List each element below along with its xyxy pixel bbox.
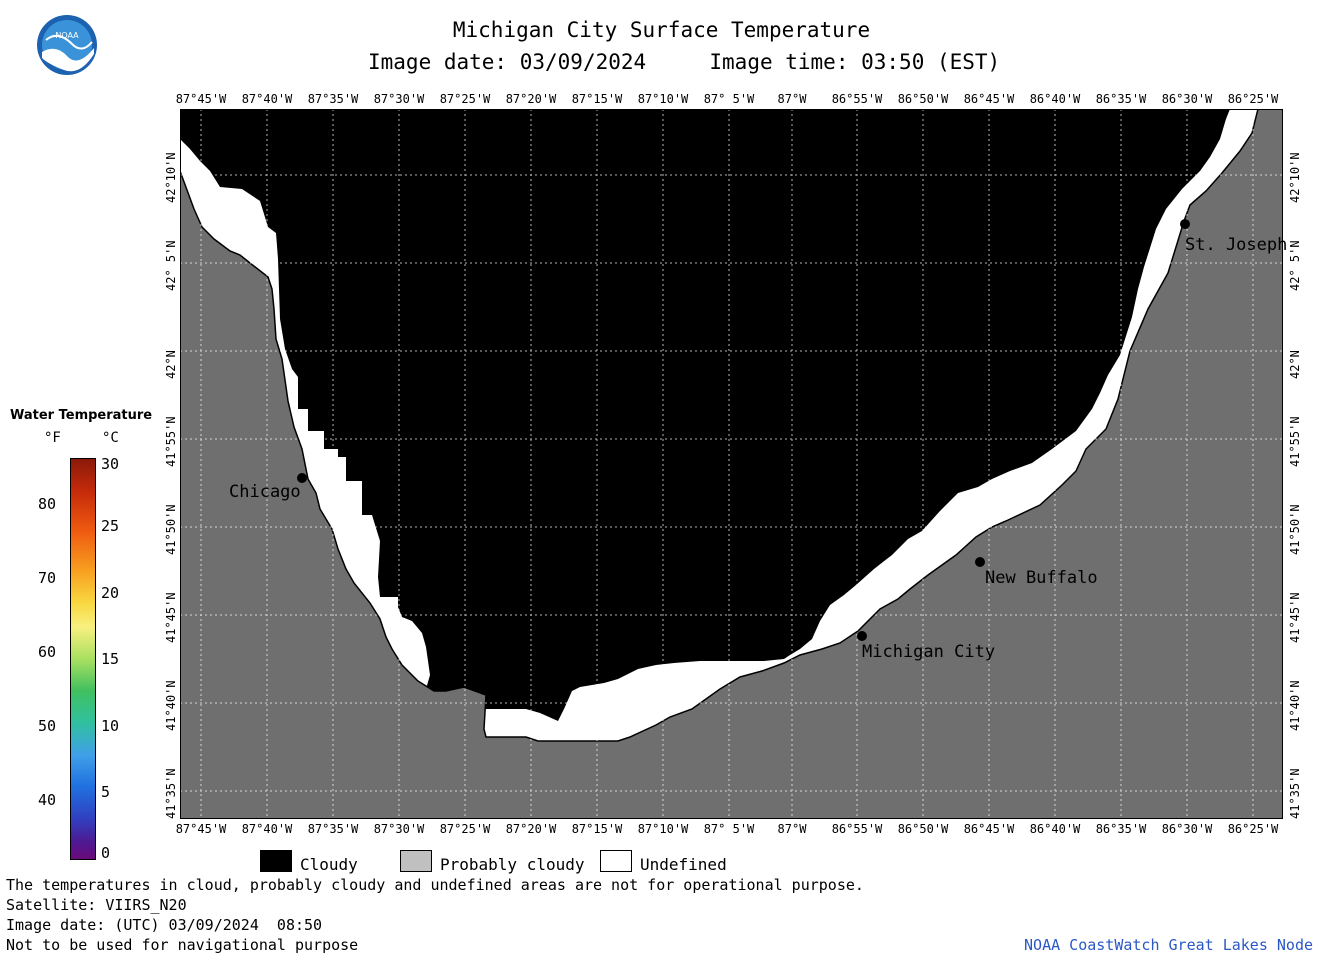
right-lat-label: 42°10'N [1288, 152, 1302, 203]
label-new-buffalo: New Buffalo [985, 568, 1098, 588]
new-buffalo-marker [975, 557, 985, 567]
fahrenheit-tick: 50 [38, 717, 57, 735]
right-lat-label: 41°40'N [1288, 680, 1302, 731]
right-lat-label: 41°35'N [1288, 768, 1302, 819]
label-st-joseph: St. Joseph [1185, 235, 1288, 255]
legend-cloudy-swatch [260, 850, 292, 872]
temperature-colorbar [70, 458, 96, 860]
top-lon-label: 86°45'W [963, 92, 1015, 106]
right-lat-label: 42°N [1288, 350, 1302, 379]
fahrenheit-tick: 40 [38, 791, 57, 809]
celsius-tick: 15 [101, 650, 120, 668]
top-lon-label: 86°40'W [1029, 92, 1081, 106]
top-lon-label: 87°40'W [241, 92, 293, 106]
footer-disclaimer: The temperatures in cloud, probably clou… [6, 876, 864, 894]
label-chicago: Chicago [229, 482, 301, 502]
footer-navigation-note: Not to be used for navigational purpose [6, 936, 359, 954]
fahrenheit-tick: 60 [38, 643, 57, 661]
top-lon-label: 86°30'W [1161, 92, 1213, 106]
page-title: Michigan City Surface Temperature [452, 18, 871, 42]
michigan-city-marker [857, 631, 867, 641]
top-lon-label: 87°35'W [307, 92, 359, 106]
unit-c: °C [102, 430, 119, 446]
image-date-time: Image date: 03/09/2024 Image time: 03:50… [368, 50, 1001, 74]
celsius-tick: 5 [101, 783, 111, 801]
land-area [180, 109, 1283, 819]
bottom-lon-label: 87°15'W [571, 822, 623, 836]
left-lat-label: 41°35'N [164, 768, 178, 819]
svg-text:NOAA: NOAA [55, 31, 79, 40]
celsius-tick: 0 [101, 844, 111, 862]
noaa-logo-icon: NOAA [37, 15, 97, 75]
bottom-lon-label: 86°45'W [963, 822, 1015, 836]
left-lat-label: 41°50'N [164, 504, 178, 555]
fahrenheit-tick: 80 [38, 495, 57, 513]
map-svg [180, 109, 1283, 819]
right-lat-label: 41°55'N [1288, 416, 1302, 467]
bottom-lon-label: 87°45'W [175, 822, 227, 836]
top-lon-label: 86°55'W [831, 92, 883, 106]
top-lon-label: 87°W [777, 92, 807, 106]
top-lon-label: 87°20'W [505, 92, 557, 106]
fahrenheit-tick: 70 [38, 569, 57, 587]
legend-cloudy: Cloudy [300, 855, 358, 874]
label-michigan-city: Michigan City [862, 642, 996, 662]
bottom-lon-label: 86°50'W [897, 822, 949, 836]
bottom-lon-label: 87°20'W [505, 822, 557, 836]
legend-undefined-swatch [600, 850, 632, 872]
bottom-lon-label: 87°10'W [637, 822, 689, 836]
top-lon-label: 87°15'W [571, 92, 623, 106]
image-time: 03:50 (EST) [861, 50, 1001, 74]
left-lat-label: 41°55'N [164, 416, 178, 467]
noaa-logo: NOAA [36, 14, 98, 76]
top-lon-label: 87° 5'W [703, 92, 755, 106]
celsius-tick: 30 [101, 455, 120, 473]
top-lon-label: 86°35'W [1095, 92, 1147, 106]
left-lat-label: 42°N [164, 350, 178, 379]
celsius-tick: 25 [101, 517, 120, 535]
scale-title: Water Temperature [10, 408, 153, 423]
bottom-lon-label: 87°30'W [373, 822, 425, 836]
unit-f: °F [44, 430, 61, 446]
bottom-lon-label: 86°25'W [1227, 822, 1279, 836]
top-lon-label: 87°10'W [637, 92, 689, 106]
left-lat-label: 42°10'N [164, 152, 178, 203]
top-lon-label: 87°30'W [373, 92, 425, 106]
bottom-lon-label: 87°25'W [439, 822, 491, 836]
left-lat-label: 42° 5'N [164, 240, 178, 291]
left-lat-label: 41°45'N [164, 592, 178, 643]
bottom-lon-label: 86°40'W [1029, 822, 1081, 836]
legend-probably-cloudy: Probably cloudy [440, 855, 585, 874]
legend-undefined: Undefined [640, 855, 727, 874]
top-lon-label: 86°50'W [897, 92, 949, 106]
top-lon-label: 87°25'W [439, 92, 491, 106]
top-lon-label: 86°25'W [1227, 92, 1279, 106]
map-grid [180, 109, 1283, 819]
footer-satellite: Satellite: VIIRS_N20 [6, 896, 187, 914]
celsius-tick: 20 [101, 584, 120, 602]
bottom-lon-label: 87° 5'W [703, 822, 755, 836]
bottom-lon-label: 87°W [777, 822, 807, 836]
bottom-lon-label: 87°35'W [307, 822, 359, 836]
map-panel [180, 109, 1283, 819]
right-lat-label: 41°45'N [1288, 592, 1302, 643]
footer-credit: NOAA CoastWatch Great Lakes Node [1024, 936, 1313, 954]
legend-probably-cloudy-swatch [400, 850, 432, 872]
left-lat-label: 41°40'N [164, 680, 178, 731]
bottom-lon-label: 86°55'W [831, 822, 883, 836]
st-joseph-marker [1180, 219, 1190, 229]
bottom-lon-label: 87°40'W [241, 822, 293, 836]
image-date: 03/09/2024 [519, 50, 647, 74]
bottom-lon-label: 86°35'W [1095, 822, 1147, 836]
right-lat-label: 42° 5'N [1288, 240, 1302, 291]
chicago-marker [297, 473, 307, 483]
footer-utc-date: Image date: (UTC) 03/09/2024 08:50 [6, 916, 323, 934]
celsius-tick: 10 [101, 717, 120, 735]
bottom-lon-label: 86°30'W [1161, 822, 1213, 836]
top-lon-label: 87°45'W [175, 92, 227, 106]
right-lat-label: 41°50'N [1288, 504, 1302, 555]
